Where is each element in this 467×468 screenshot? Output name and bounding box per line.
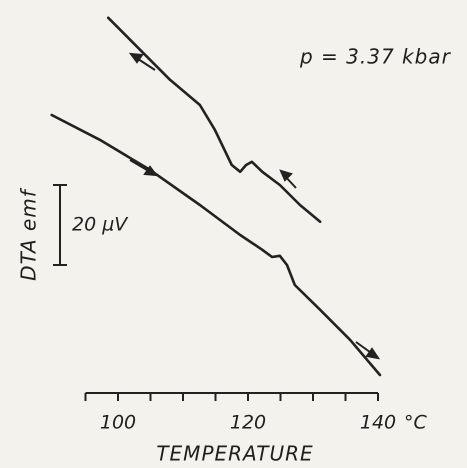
arrow-head: [128, 52, 144, 64]
x-unit: °C: [404, 412, 428, 434]
arrow-head: [279, 169, 293, 182]
x-tick-label: 140: [360, 412, 396, 434]
scale-bar-label: 20 µV: [72, 214, 129, 236]
dta-curve: [106, 16, 322, 224]
y-axis-label: DTA emf: [17, 187, 41, 281]
x-tick-label: 120: [230, 412, 266, 434]
arrow-head: [365, 347, 381, 360]
x-axis-label: TEMPERATURE: [156, 442, 313, 466]
x-tick-label: 100: [100, 412, 136, 434]
chart-title: p = 3.37 kbar: [299, 45, 452, 69]
direction-arrows: [128, 52, 381, 360]
dta-curve: [50, 113, 382, 377]
